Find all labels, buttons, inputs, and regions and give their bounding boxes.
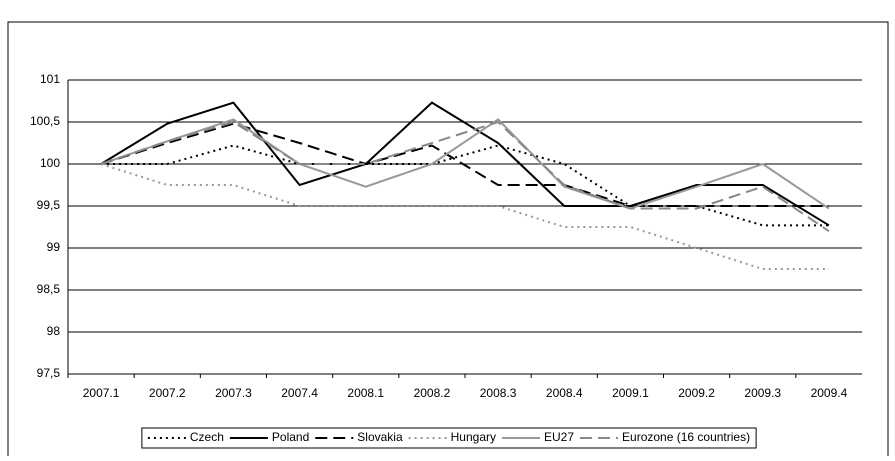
x-tick-label: 2007.1: [83, 386, 120, 400]
series-line: [100, 118, 830, 210]
series-line: [100, 120, 830, 233]
series-line: [100, 122, 829, 207]
legend-box: [141, 427, 757, 449]
y-tick-label: 101: [40, 72, 60, 86]
x-tick-label: 2007.4: [281, 386, 318, 400]
y-tick-label: 99: [47, 240, 61, 254]
legend-label: EU27: [544, 430, 574, 444]
series-line: [100, 101, 830, 227]
y-tick-label: 100,5: [30, 114, 60, 128]
legend-label: Czech: [190, 430, 224, 444]
y-tick-label: 98,5: [37, 282, 61, 296]
legend-label: Poland: [272, 430, 309, 444]
x-tick-label: 2009.3: [744, 386, 781, 400]
x-tick-label: 2008.2: [414, 386, 451, 400]
legend-label: Hungary: [451, 430, 496, 444]
legend-label: Eurozone (16 countries): [622, 430, 750, 444]
y-tick-label: 98: [47, 324, 61, 338]
x-tick-label: 2008.3: [480, 386, 517, 400]
y-tick-label: 100: [40, 156, 60, 170]
x-tick-label: 2007.3: [215, 386, 252, 400]
x-tick-label: 2008.4: [546, 386, 583, 400]
x-tick-label: 2009.2: [678, 386, 715, 400]
legend: Czech Poland Slovakia Hungary EU27 Eurozone (…: [147, 430, 750, 444]
x-tick-label: 2007.2: [149, 386, 186, 400]
y-tick-label: 97,5: [37, 366, 61, 380]
x-tick-label: 2009.4: [811, 386, 848, 400]
legend-label: Slovakia: [357, 430, 403, 444]
chart-frame: [7, 21, 889, 461]
x-tick-label: 2009.1: [612, 386, 649, 400]
y-tick-label: 99,5: [37, 198, 61, 212]
x-tick-label: 2008.1: [347, 386, 384, 400]
